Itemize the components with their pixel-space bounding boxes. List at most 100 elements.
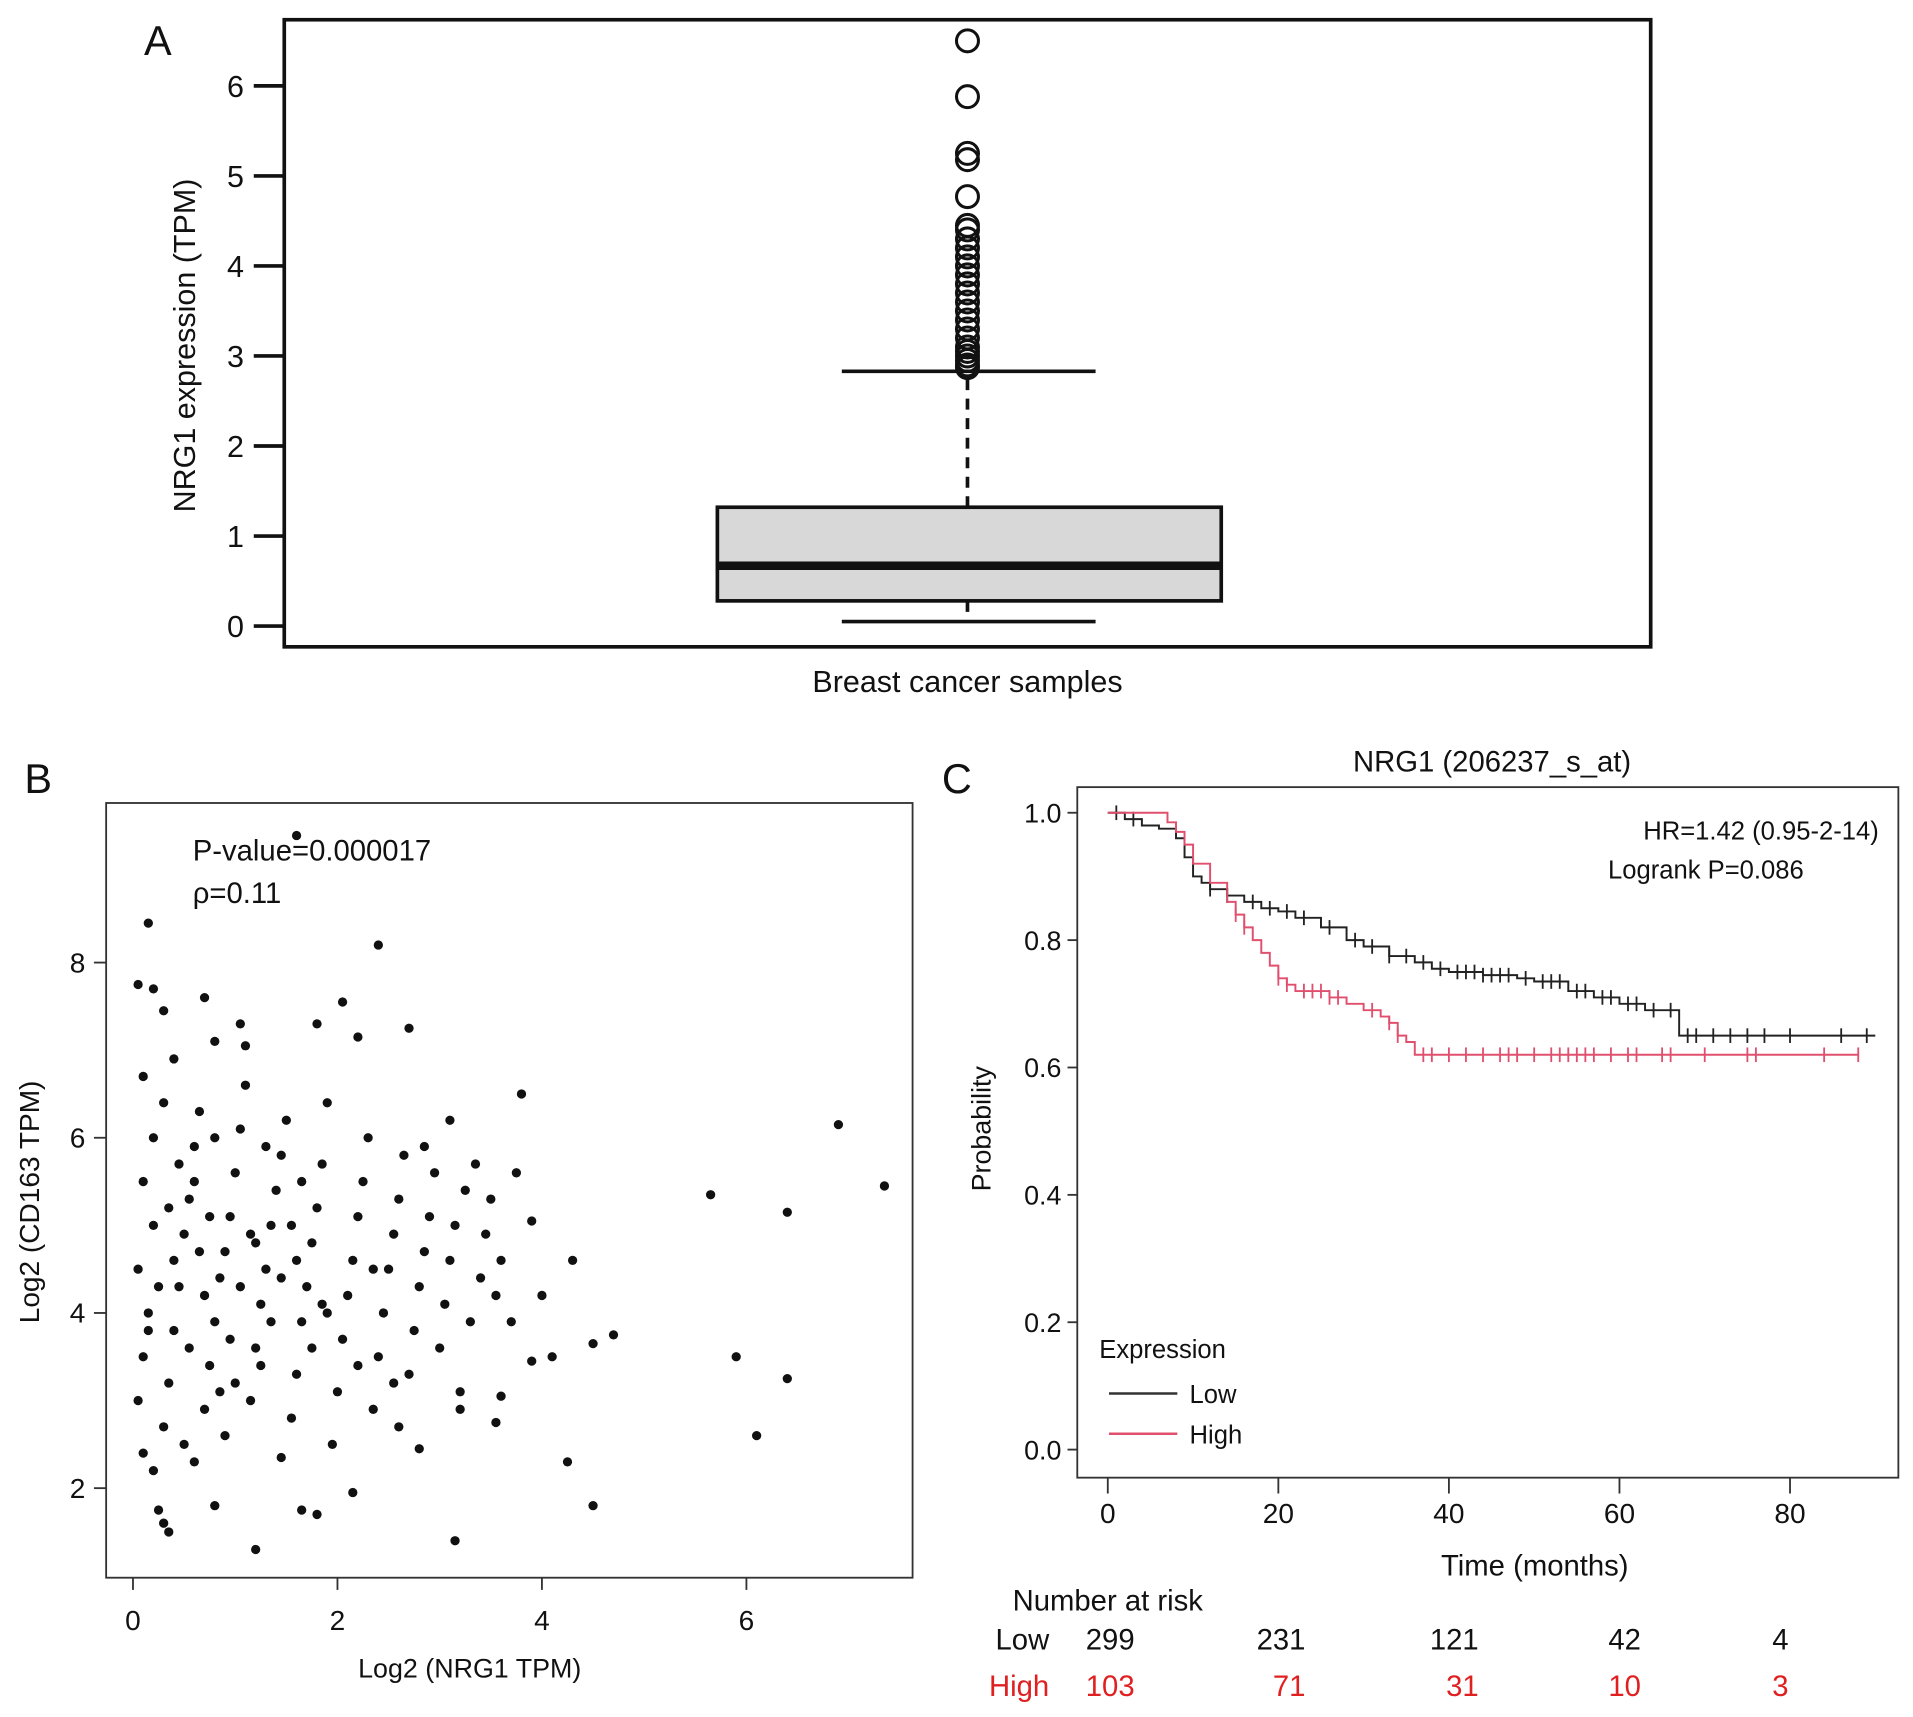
y-tick-label-a: 1 [227,520,244,554]
scatter-point [143,1308,153,1318]
outlier-point [954,147,980,173]
y-tick-label-b: 2 [70,1473,86,1504]
scatter-point [322,1098,332,1108]
outlier-point [954,217,980,243]
y-tick-label-c: 0.0 [1024,1435,1061,1465]
scatter-point [184,1194,194,1204]
scatter-point [164,1378,174,1388]
panel-label-b: B [24,755,52,802]
risk-value: 31 [1446,1670,1479,1703]
risk-value: 231 [1257,1624,1306,1657]
outlier-point [954,235,980,261]
scatter-point [133,1264,143,1274]
scatter-point [481,1229,491,1239]
scatter-point [833,1119,844,1130]
scatter-point [225,1334,235,1344]
risk-row-label: High [989,1670,1049,1703]
scatter-point [731,1352,741,1362]
x-tick-label-c: 80 [1774,1498,1805,1529]
legend: Expression Low High [1099,1336,1242,1449]
scatter-point [419,1247,429,1257]
scatter-point [491,1290,501,1301]
y-tick-label-a: 2 [227,430,244,464]
scatter-point [317,1299,327,1309]
scatter-point [174,1282,184,1292]
scatter-point [414,1282,424,1292]
scatter-point [148,1133,159,1143]
scatter-point [435,1343,445,1353]
y-tick-label-c: 0.6 [1024,1053,1061,1083]
y-tick-label-c: 1.0 [1024,799,1061,829]
scatter-point [230,1378,240,1388]
scatter-point [205,1211,215,1222]
outlier-point [954,280,980,306]
risk-value: 299 [1086,1624,1135,1657]
scatter-point [271,1185,281,1195]
scatter-point [527,1356,537,1366]
logrank-annotation: Logrank P=0.086 [1608,857,1804,885]
scatter-point [368,1264,378,1274]
y-tick-label-c: 0.8 [1024,926,1061,956]
scatter-point [475,1273,486,1283]
scatter-point [332,1387,343,1397]
scatter-point [164,1527,174,1537]
scatter-point [337,1334,348,1344]
y-axis-label-c: Probability [967,1066,997,1192]
scatter-point [240,1080,251,1090]
rho-annotation: ρ=0.11 [193,877,282,910]
scatter-point [496,1391,506,1401]
scatter-point [261,1264,271,1274]
risk-value: 10 [1608,1670,1641,1703]
legend-label-low: Low [1190,1381,1237,1409]
scatter-point [235,1019,245,1029]
legend-label-high: High [1190,1422,1243,1450]
x-tick-label-c: 40 [1433,1498,1464,1529]
iqr-box [715,505,1224,603]
scatter-point [276,1150,286,1160]
scatter-point [302,1282,312,1292]
scatter-point [465,1317,476,1327]
scatter-point [174,1159,184,1169]
outlier-point [954,262,980,288]
outlier-point [954,226,980,252]
panel-a-boxplot: A 0 1 2 3 4 5 6 NRG1 expression (TPM) Breast c… [144,17,1653,699]
scatter-point [251,1544,261,1555]
x-tick-label-b: 0 [125,1605,141,1636]
scatter-point [516,1089,527,1099]
scatter-point [450,1536,460,1546]
scatter-point [358,1176,368,1187]
scatter-point [460,1185,470,1195]
scatter-point [276,1273,286,1283]
scatter-point [148,984,159,994]
scatter-point [281,1115,291,1125]
scatter-point [751,1430,762,1441]
y-tick-label-a: 3 [227,340,244,374]
risk-value: 3 [1772,1670,1788,1703]
scatter-point [782,1374,792,1384]
x-tick-label-c: 60 [1604,1498,1635,1529]
y-axis-label-a: NRG1 expression (TPM) [168,179,202,513]
scatter-point [169,1054,179,1064]
scatter-point [562,1457,573,1467]
scatter-point [133,1395,143,1406]
panel-label-a: A [144,17,172,64]
y-tick-label-a: 0 [227,610,244,644]
scatter-point [705,1190,716,1200]
scatter-point [159,1098,169,1108]
scatter-point [312,1019,322,1029]
risk-value: 42 [1608,1624,1641,1657]
scatter-point [879,1181,890,1191]
scatter-point [353,1211,363,1222]
panel-b-scatter: B 0 2 4 6 2 4 6 8 P-value=0.000017 ρ=0.11 Log2 … [14,755,914,1684]
outlier-point [954,84,980,110]
scatter-point [240,1041,251,1051]
y-tick-label-c: 0.2 [1024,1308,1061,1338]
scatter-point [291,1255,302,1266]
scatter-point [414,1444,424,1454]
scatter-point [179,1439,189,1449]
scatter-point [133,979,143,990]
scatter-point [210,1036,220,1047]
y-tick-label-b: 8 [70,947,86,978]
scatter-point [210,1501,220,1511]
scatter-point [363,1133,373,1143]
